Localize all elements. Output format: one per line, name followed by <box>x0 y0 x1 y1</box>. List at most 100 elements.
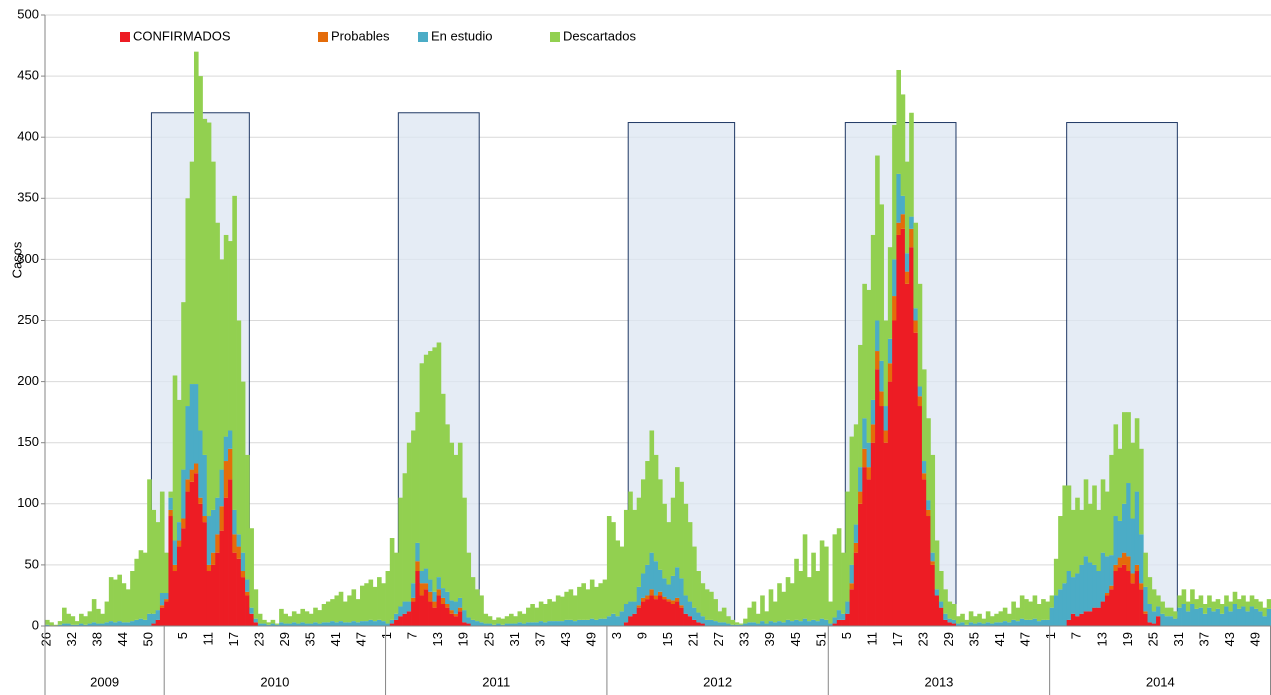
bar-segment <box>232 195 237 510</box>
bar-segment <box>104 622 110 626</box>
bar-segment <box>423 589 429 626</box>
bar-segment <box>253 589 259 619</box>
bar-segment <box>1066 571 1072 620</box>
bar-segment <box>1053 595 1059 626</box>
bar-segment <box>973 623 978 626</box>
bar-segment <box>862 418 867 449</box>
bar-segment <box>704 619 710 626</box>
bar-segment <box>789 583 795 622</box>
bar-segment <box>819 540 825 619</box>
bar-segment <box>411 597 416 602</box>
bar-segment <box>1211 611 1217 626</box>
bar-segment <box>130 571 135 622</box>
bar-segment <box>653 595 659 600</box>
bar-segment <box>921 479 927 626</box>
bar-segment <box>824 619 829 626</box>
bar-segment <box>398 606 403 617</box>
bar-segment <box>713 599 718 622</box>
bar-segment <box>926 418 931 501</box>
bar-segment <box>381 621 386 626</box>
x-tick-label: 27 <box>711 632 726 646</box>
bar-segment <box>704 589 710 620</box>
bar-segment <box>926 509 931 517</box>
bar-segment <box>1134 564 1140 572</box>
bar-segment <box>1151 623 1157 626</box>
bar-segment <box>176 399 182 523</box>
bar-segment <box>670 604 676 626</box>
bar-segment <box>449 610 455 614</box>
bar-segment <box>1113 516 1119 565</box>
bar-segment <box>1002 621 1008 626</box>
bar-segment <box>189 481 195 626</box>
x-tick-label: 39 <box>762 632 777 646</box>
bar-segment <box>530 604 535 623</box>
x-tick-label: 37 <box>1196 632 1211 646</box>
bar-segment <box>1011 601 1016 620</box>
bar-segment <box>713 621 718 626</box>
bar-segment <box>709 591 714 620</box>
bar-segment <box>287 616 293 624</box>
bar-segment <box>211 161 216 510</box>
bar-segment <box>802 534 808 619</box>
bar-segment <box>670 575 676 601</box>
bar-segment <box>1147 577 1153 605</box>
bar-segment <box>1015 621 1021 626</box>
bar-segment <box>841 552 846 614</box>
bar-segment <box>453 616 459 626</box>
bar-segment <box>45 619 50 625</box>
bar-segment <box>236 534 242 547</box>
x-tick-label: 29 <box>941 632 956 646</box>
bar-segment <box>325 622 331 626</box>
x-tick-label: 29 <box>277 632 292 646</box>
bar-segment <box>223 436 229 462</box>
bar-segment <box>636 605 642 608</box>
bar-segment <box>436 342 442 578</box>
bar-segment <box>738 624 744 626</box>
bar-segment <box>602 579 608 619</box>
bar-segment <box>198 503 203 626</box>
bar-segment <box>913 308 919 321</box>
bar-segment <box>892 124 897 260</box>
bar-segment <box>1143 613 1148 626</box>
bar-segment <box>164 593 169 600</box>
x-tick-label: 13 <box>430 632 445 646</box>
bar-segment <box>419 571 425 584</box>
bar-segment <box>768 589 774 622</box>
bar-segment <box>628 491 633 602</box>
bar-segment <box>819 618 825 626</box>
bar-segment <box>317 610 323 624</box>
bar-segment <box>236 320 242 535</box>
bar-segment <box>853 552 859 626</box>
bar-segment <box>308 623 314 626</box>
bar-segment <box>1126 483 1131 557</box>
bar-segment <box>1130 442 1136 519</box>
bar-segment <box>798 621 804 626</box>
bar-segment <box>240 577 246 626</box>
bar-segment <box>1109 589 1114 626</box>
bar-segment <box>555 595 561 622</box>
bar-segment <box>236 546 242 559</box>
bar-segment <box>279 622 284 626</box>
bar-segment <box>240 571 246 578</box>
bar-segment <box>181 528 186 626</box>
bar-segment <box>849 564 855 584</box>
bar-segment <box>1045 619 1050 626</box>
x-tick-label: 21 <box>686 632 701 646</box>
x-tick-label: 15 <box>660 632 675 646</box>
bar-segment <box>572 595 578 622</box>
bar-segment <box>206 122 212 517</box>
bar-segment <box>394 552 399 614</box>
bar-segment <box>1024 599 1029 620</box>
bar-segment <box>113 622 118 626</box>
y-tick-label: 50 <box>25 556 39 571</box>
bar-segment <box>1032 595 1038 619</box>
bar-segment <box>543 604 548 623</box>
bar-segment <box>938 607 944 626</box>
bar-segment <box>202 454 208 517</box>
bar-segment <box>1126 556 1131 572</box>
bar-segment <box>330 621 335 626</box>
x-tick-label: 23 <box>915 632 930 646</box>
bar-segment <box>377 619 382 626</box>
x-tick-label: 25 <box>1145 632 1160 646</box>
y-tick-label: 250 <box>17 312 39 327</box>
